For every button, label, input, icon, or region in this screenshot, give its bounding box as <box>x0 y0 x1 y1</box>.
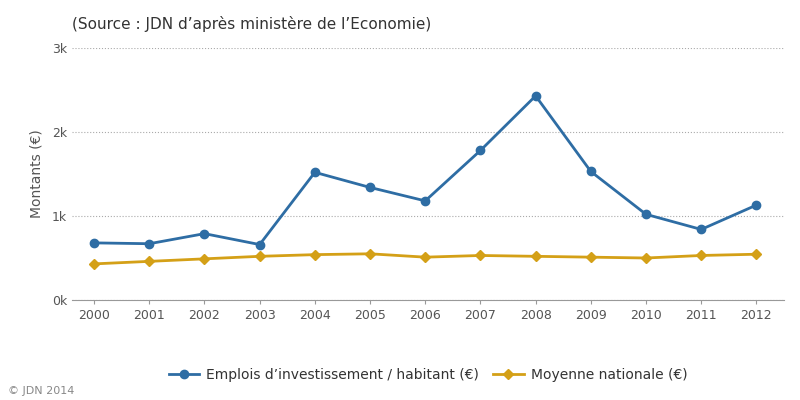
Y-axis label: Montants (€): Montants (€) <box>30 130 43 218</box>
Legend: Emplois d’investissement / habitant (€), Moyenne nationale (€): Emplois d’investissement / habitant (€),… <box>163 362 693 388</box>
Text: © JDN 2014: © JDN 2014 <box>8 386 74 396</box>
Text: (Source : JDN d’après ministère de l’Economie): (Source : JDN d’après ministère de l’Eco… <box>72 16 431 32</box>
